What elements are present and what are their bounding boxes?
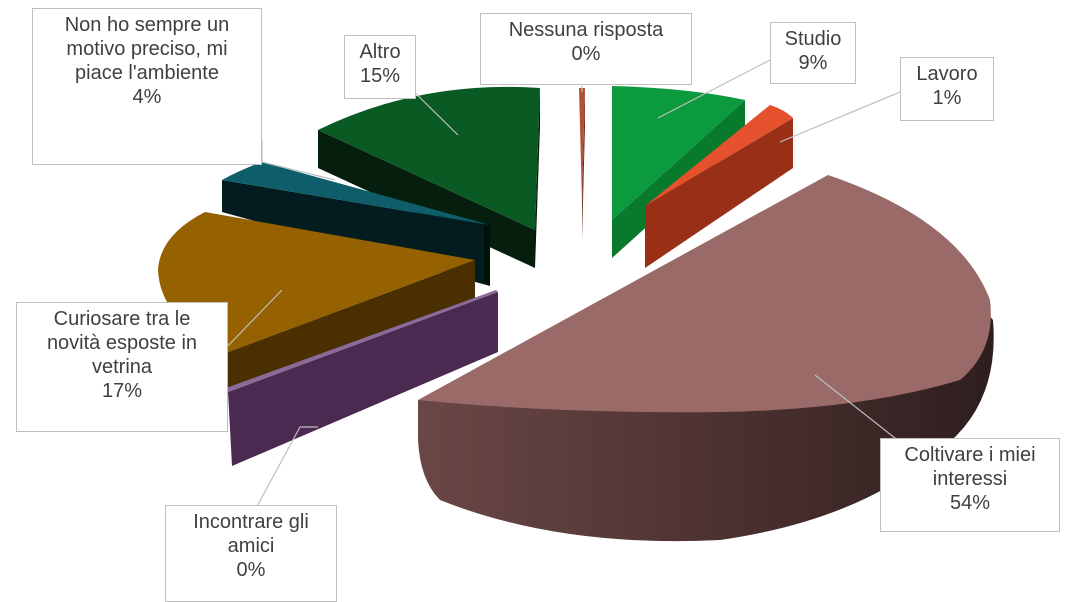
leader-studio bbox=[657, 59, 771, 119]
slice-lavoro bbox=[645, 105, 793, 268]
data-label-incontrare: Incontrare gli amici 0% bbox=[165, 505, 337, 602]
slice-curiosare bbox=[158, 212, 475, 390]
data-label-lavoro: Lavoro 1% bbox=[900, 57, 994, 121]
slice-label-line: piace l'ambiente bbox=[75, 62, 219, 84]
pie-slices bbox=[158, 86, 994, 542]
slice-label-line: Lavoro bbox=[916, 63, 978, 85]
slice-percent-label: 0% bbox=[236, 559, 266, 581]
slice-percent-label: 9% bbox=[798, 52, 828, 74]
slice-percent-label: 54% bbox=[949, 492, 991, 514]
slice-label-line: novità esposte in bbox=[46, 332, 198, 354]
data-label-altro: Altro 15% bbox=[344, 35, 416, 99]
data-label-nessuna-risposta: Nessuna risposta 0% bbox=[480, 13, 692, 85]
slice-label-line: Incontrare gli bbox=[193, 511, 309, 533]
slice-percent-label: 4% bbox=[132, 86, 162, 108]
label-leader-lines bbox=[221, 59, 901, 511]
slice-label-line: interessi bbox=[932, 468, 1008, 490]
slice-label-line: Studio bbox=[784, 28, 842, 50]
slice-percent-label: 15% bbox=[359, 65, 401, 87]
slice-label-line: amici bbox=[227, 535, 275, 557]
slice-coltivare bbox=[418, 175, 994, 542]
data-label-coltivare: Coltivare i miei interessi 54% bbox=[880, 438, 1060, 532]
slice-label-line: Altro bbox=[359, 41, 401, 63]
slice-percent-label: 0% bbox=[571, 43, 601, 65]
slice-label-line: Coltivare i miei bbox=[904, 444, 1036, 466]
slice-label-line: Curiosare tra le bbox=[53, 308, 191, 330]
leader-incontrare bbox=[254, 426, 318, 511]
leader-curiosare bbox=[221, 289, 283, 353]
slice-label-line: vetrina bbox=[91, 356, 153, 378]
slice-incontrare bbox=[226, 290, 498, 466]
slice-label-line: Non ho sempre un bbox=[64, 14, 230, 36]
slice-percent-label: 17% bbox=[101, 380, 143, 402]
slice-percent-label: 1% bbox=[932, 87, 962, 109]
data-label-curiosare: Curiosare tra le novità esposte in vetrina… bbox=[16, 302, 228, 432]
leader-lavoro bbox=[779, 91, 901, 143]
slice-label-line: Nessuna risposta bbox=[508, 19, 664, 41]
data-label-non-ho-sempre: Non ho sempre un motivo preciso, mi piace … bbox=[32, 8, 262, 165]
slice-nessuna-risposta bbox=[579, 88, 585, 240]
slice-label-line: motivo preciso, mi bbox=[66, 38, 228, 60]
leader-coltivare bbox=[814, 374, 901, 443]
leader-non-ho-sempre bbox=[261, 140, 336, 181]
data-label-studio: Studio 9% bbox=[770, 22, 856, 84]
